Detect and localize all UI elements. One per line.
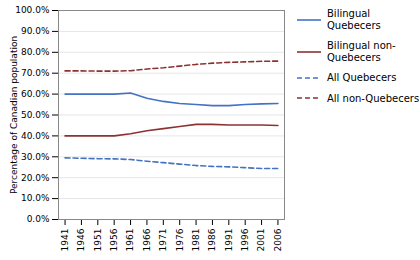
svg-text:2001: 2001	[256, 229, 266, 252]
svg-text:40.0%: 40.0%	[21, 131, 50, 141]
svg-text:1951: 1951	[93, 229, 103, 252]
svg-text:1946: 1946	[76, 228, 86, 251]
svg-text:10.0%: 10.0%	[21, 193, 50, 203]
svg-text:80.0%: 80.0%	[21, 47, 50, 57]
html-text:Bilingual Quebecers: Bilingual Quebecers	[327, 8, 381, 31]
svg-text:50.0%: 50.0%	[21, 110, 50, 120]
svg-text:1961: 1961	[125, 229, 135, 252]
svg-text:20.0%: 20.0%	[21, 173, 50, 183]
svg-text:1971: 1971	[158, 229, 168, 252]
svg-text:1991: 1991	[224, 229, 234, 252]
svg-text:1941: 1941	[60, 229, 70, 252]
svg-text:2006: 2006	[273, 228, 283, 251]
svg-text:1976: 1976	[175, 228, 185, 251]
svg-text:90.0%: 90.0%	[21, 26, 50, 36]
html-text:All Quebecers: All Quebecers	[327, 72, 397, 83]
svg-text:Percentage of Canadian populat: Percentage of Canadian population	[9, 36, 19, 194]
svg-text:1956: 1956	[109, 228, 119, 251]
svg-text:100.0%: 100.0%	[15, 5, 50, 15]
svg-text:1996: 1996	[240, 228, 250, 251]
svg-text:30.0%: 30.0%	[21, 152, 50, 162]
html-text:All non-Quebecers: All non-Quebecers	[327, 92, 420, 104]
html-text:Bilingual non- Quebecers: Bilingual non- Quebecers	[327, 40, 396, 63]
svg-text:1986: 1986	[207, 228, 217, 251]
svg-text:1981: 1981	[191, 229, 201, 252]
svg-text:0.0%: 0.0%	[27, 214, 50, 224]
svg-text:70.0%: 70.0%	[21, 68, 50, 78]
svg-text:60.0%: 60.0%	[21, 89, 50, 99]
svg-text:1966: 1966	[142, 228, 152, 251]
